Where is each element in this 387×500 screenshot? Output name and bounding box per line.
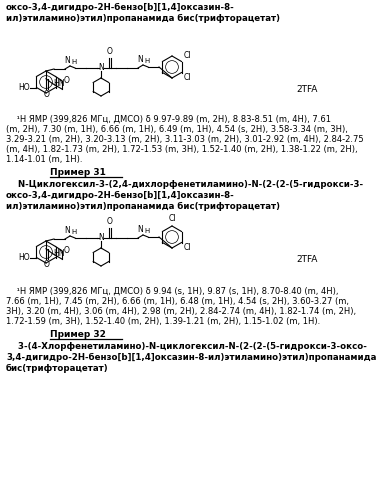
- Text: ¹H ЯМР (399,826 МГц, ДМСО) δ 9.94 (s, 1H), 9.87 (s, 1H), 8.70-8.40 (m, 4H),: ¹H ЯМР (399,826 МГц, ДМСО) δ 9.94 (s, 1H…: [6, 287, 339, 296]
- Text: N: N: [98, 234, 104, 242]
- Text: O: O: [107, 217, 113, 226]
- Text: HN: HN: [53, 79, 65, 88]
- Text: O: O: [44, 260, 50, 268]
- Text: 2TFA: 2TFA: [296, 86, 317, 94]
- Text: 7.66 (m, 1H), 7.45 (m, 2H), 6.66 (m, 1H), 6.48 (m, 1H), 4.54 (s, 2H), 3.60-3.27 : 7.66 (m, 1H), 7.45 (m, 2H), 6.66 (m, 1H)…: [6, 297, 349, 306]
- Text: 3.29-3.21 (m, 2H), 3.20-3.13 (m, 2H), 3.11-3.03 (m, 2H), 3.01-2.92 (m, 4H), 2.84: 3.29-3.21 (m, 2H), 3.20-3.13 (m, 2H), 3.…: [6, 135, 364, 144]
- Text: (m, 2H), 7.30 (m, 1H), 6.66 (m, 1H), 6.49 (m, 1H), 4.54 (s, 2H), 3.58-3.34 (m, 3: (m, 2H), 7.30 (m, 1H), 6.66 (m, 1H), 6.4…: [6, 125, 348, 134]
- Text: Cl: Cl: [183, 244, 191, 252]
- Text: оксо-3,4-дигидро-2H-бензо[b][1,4]оксазин-8-: оксо-3,4-дигидро-2H-бензо[b][1,4]оксазин…: [6, 191, 235, 200]
- Text: 3,4-дигидро-2H-бензо[b][1,4]оксазин-8-ил)этиламино)этил)пропанамида: 3,4-дигидро-2H-бензо[b][1,4]оксазин-8-ил…: [6, 353, 377, 362]
- Text: H: H: [144, 58, 149, 64]
- Text: N: N: [137, 55, 143, 64]
- Text: 1.14-1.01 (m, 1H).: 1.14-1.01 (m, 1H).: [6, 155, 82, 164]
- Text: Cl: Cl: [183, 52, 191, 60]
- Text: H: H: [144, 228, 149, 234]
- Text: HO: HO: [18, 83, 29, 92]
- Text: ил)этиламино)этил)пропанамида бис(трифторацетат): ил)этиламино)этил)пропанамида бис(трифто…: [6, 14, 280, 23]
- Text: N-Циклогексил-3-(2,4-дихлорфенетиламино)-N-(2-(2-(5-гидрокси-3-: N-Циклогексил-3-(2,4-дихлорфенетиламино)…: [6, 180, 363, 189]
- Text: бис(трифторацетат): бис(трифторацетат): [6, 364, 109, 373]
- Text: Пример 31: Пример 31: [50, 168, 106, 177]
- Text: Cl: Cl: [168, 214, 176, 223]
- Text: H: H: [71, 229, 76, 235]
- Text: HN: HN: [53, 249, 65, 258]
- Text: O: O: [64, 246, 70, 255]
- Text: N: N: [137, 225, 143, 234]
- Text: O: O: [44, 90, 50, 98]
- Text: 3H), 3.20 (m, 4H), 3.06 (m, 4H), 2.98 (m, 2H), 2.84-2.74 (m, 4H), 1.82-1.74 (m, : 3H), 3.20 (m, 4H), 3.06 (m, 4H), 2.98 (m…: [6, 307, 356, 316]
- Text: N: N: [64, 226, 70, 235]
- Text: O: O: [107, 47, 113, 56]
- Text: оксо-3,4-дигидро-2H-бензо[b][1,4]оксазин-8-: оксо-3,4-дигидро-2H-бензо[b][1,4]оксазин…: [6, 3, 235, 12]
- Text: Пример 32: Пример 32: [50, 330, 106, 339]
- Text: ¹H ЯМР (399,826 МГц, ДМСО) δ 9.97-9.89 (m, 2H), 8.83-8.51 (m, 4H), 7.61: ¹H ЯМР (399,826 МГц, ДМСО) δ 9.97-9.89 (…: [6, 115, 331, 124]
- Text: (m, 4H), 1.82-1.73 (m, 2H), 1.72-1.53 (m, 3H), 1.52-1.40 (m, 2H), 1.38-1.22 (m, : (m, 4H), 1.82-1.73 (m, 2H), 1.72-1.53 (m…: [6, 145, 358, 154]
- Text: 2TFA: 2TFA: [296, 256, 317, 264]
- Text: HO: HO: [18, 253, 29, 262]
- Text: N: N: [98, 64, 104, 72]
- Text: O: O: [64, 76, 70, 85]
- Text: 1.72-1.59 (m, 3H), 1.52-1.40 (m, 2H), 1.39-1.21 (m, 2H), 1.15-1.02 (m, 1H).: 1.72-1.59 (m, 3H), 1.52-1.40 (m, 2H), 1.…: [6, 317, 320, 326]
- Text: H: H: [71, 59, 76, 65]
- Text: N: N: [64, 56, 70, 65]
- Text: Cl: Cl: [183, 74, 191, 82]
- Text: ил)этиламино)этил)пропанамида бис(трифторацетат): ил)этиламино)этил)пропанамида бис(трифто…: [6, 202, 280, 211]
- Text: 3-(4-Хлорфенетиламино)-N-циклогексил-N-(2-(2-(5-гидрокси-3-оксо-: 3-(4-Хлорфенетиламино)-N-циклогексил-N-(…: [6, 342, 367, 351]
